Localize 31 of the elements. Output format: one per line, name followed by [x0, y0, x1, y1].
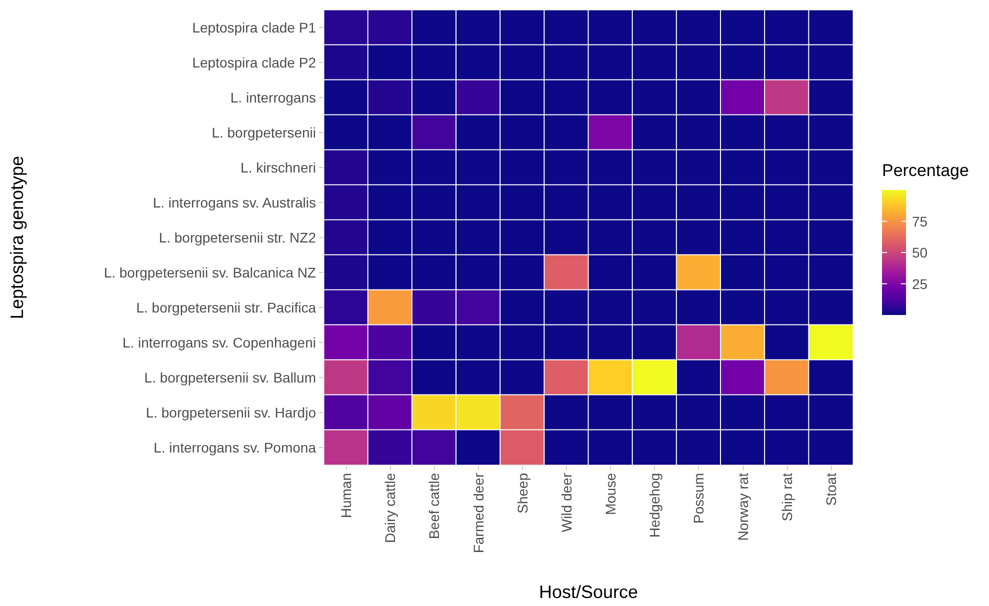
- y-tick-label: L. borgpetersenii sv. Ballum: [144, 370, 316, 386]
- y-tick-label: L. interrogans sv. Australis: [152, 194, 316, 210]
- y-tick-label: L. kirschneri: [240, 160, 316, 176]
- y-axis-title: Leptospira genotype: [7, 156, 27, 320]
- color-bar-label: 25: [912, 276, 928, 292]
- y-tick-label: L. borgpetersenii sv. Hardjo: [146, 404, 316, 420]
- y-tick-label: L. borgpetersenii str. NZ2: [158, 230, 316, 246]
- x-tick-label: Human: [338, 473, 354, 518]
- y-tick-label: L. interrogans sv. Pomona: [154, 440, 316, 456]
- x-tick-label: Mouse: [602, 472, 619, 516]
- color-bar-label: 75: [912, 213, 928, 230]
- x-tick-label: Norway rat: [734, 472, 751, 541]
- color-bar-title: Percentage: [882, 161, 969, 180]
- x-tick-label: Beef cattle: [426, 472, 442, 540]
- x-tick-label: Stoat: [822, 472, 839, 506]
- y-tick-label: L. borgpetersenii str. Pacifica: [136, 300, 316, 316]
- y-tick-label: L. borgpetersenii: [212, 124, 316, 140]
- x-tick-label: Hedgehog: [646, 473, 663, 538]
- x-tick-label: Farmed deer: [470, 472, 486, 554]
- x-tick-label: Ship rat: [778, 472, 795, 522]
- y-tick-label: L. interrogans: [230, 90, 316, 106]
- y-tick-label: Leptospira clade P2: [192, 54, 316, 70]
- y-tick-label: L. borgpetersenii sv. Balcanica NZ: [104, 264, 316, 280]
- y-tick-label: L. interrogans sv. Copenhageni: [122, 334, 316, 350]
- x-tick-label: Dairy cattle: [382, 472, 398, 544]
- x-tick-label: Sheep: [514, 472, 530, 514]
- color-bar-label: 50: [912, 244, 928, 260]
- x-tick-label: Wild deer: [558, 472, 574, 532]
- y-tick-label: Leptospira clade P1: [192, 20, 316, 36]
- x-tick-label: Possum: [690, 473, 707, 524]
- x-axis-title: Host/Source: [538, 582, 638, 602]
